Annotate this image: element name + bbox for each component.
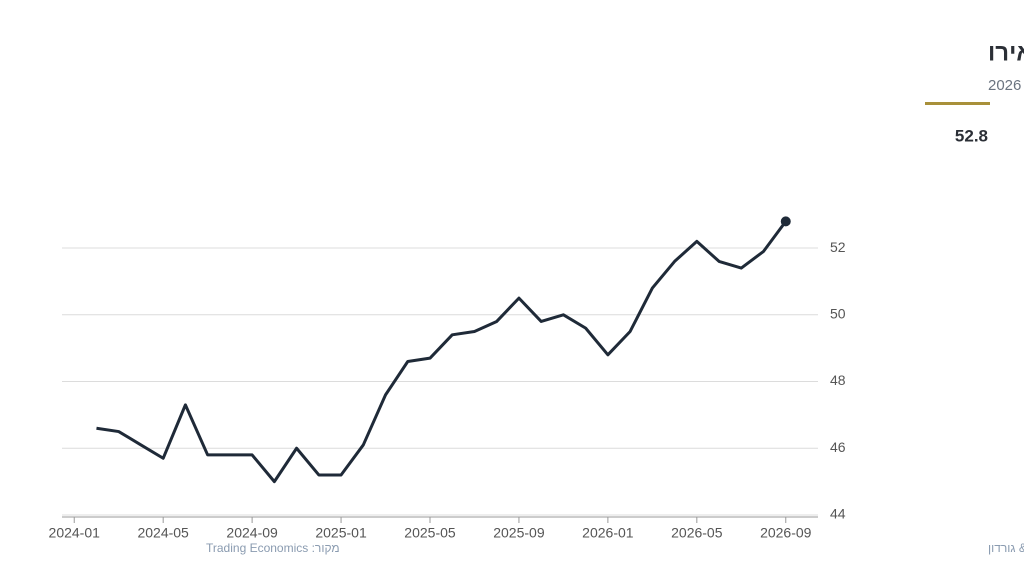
x-tick-label: 2024-01 [49,525,101,541]
x-tick-label: 2025-05 [404,525,456,541]
x-tick-label: 2025-09 [493,525,545,541]
x-tick-label: 2026-01 [582,525,634,541]
x-tick-label: 2024-05 [137,525,189,541]
y-tick-label: 46 [830,439,846,455]
x-tick-label: 2026-09 [760,525,812,541]
line [96,220,787,484]
x-tick-label: 2024-09 [226,525,278,541]
x-tick-label: 2025-01 [315,525,367,541]
x-tick-label: 2026-05 [671,525,723,541]
latest-value: 52.8 [955,126,988,145]
y-tick-label: 48 [830,372,846,388]
end-dot [780,216,791,227]
brand: גילאון & גורדון [988,541,1024,555]
accent-rule [925,102,990,105]
y-tick-label: 52 [830,239,846,255]
source: מקור: Trading Economics [206,541,340,555]
chart-subtitle: נכון לאוגוסט 2026 [988,77,1024,94]
y-tick-label: 50 [830,305,846,321]
chart-title: מדד מנהלי הרכש - ייצור, גוש האירו [988,39,1024,66]
y-tick-label: 44 [830,506,846,522]
